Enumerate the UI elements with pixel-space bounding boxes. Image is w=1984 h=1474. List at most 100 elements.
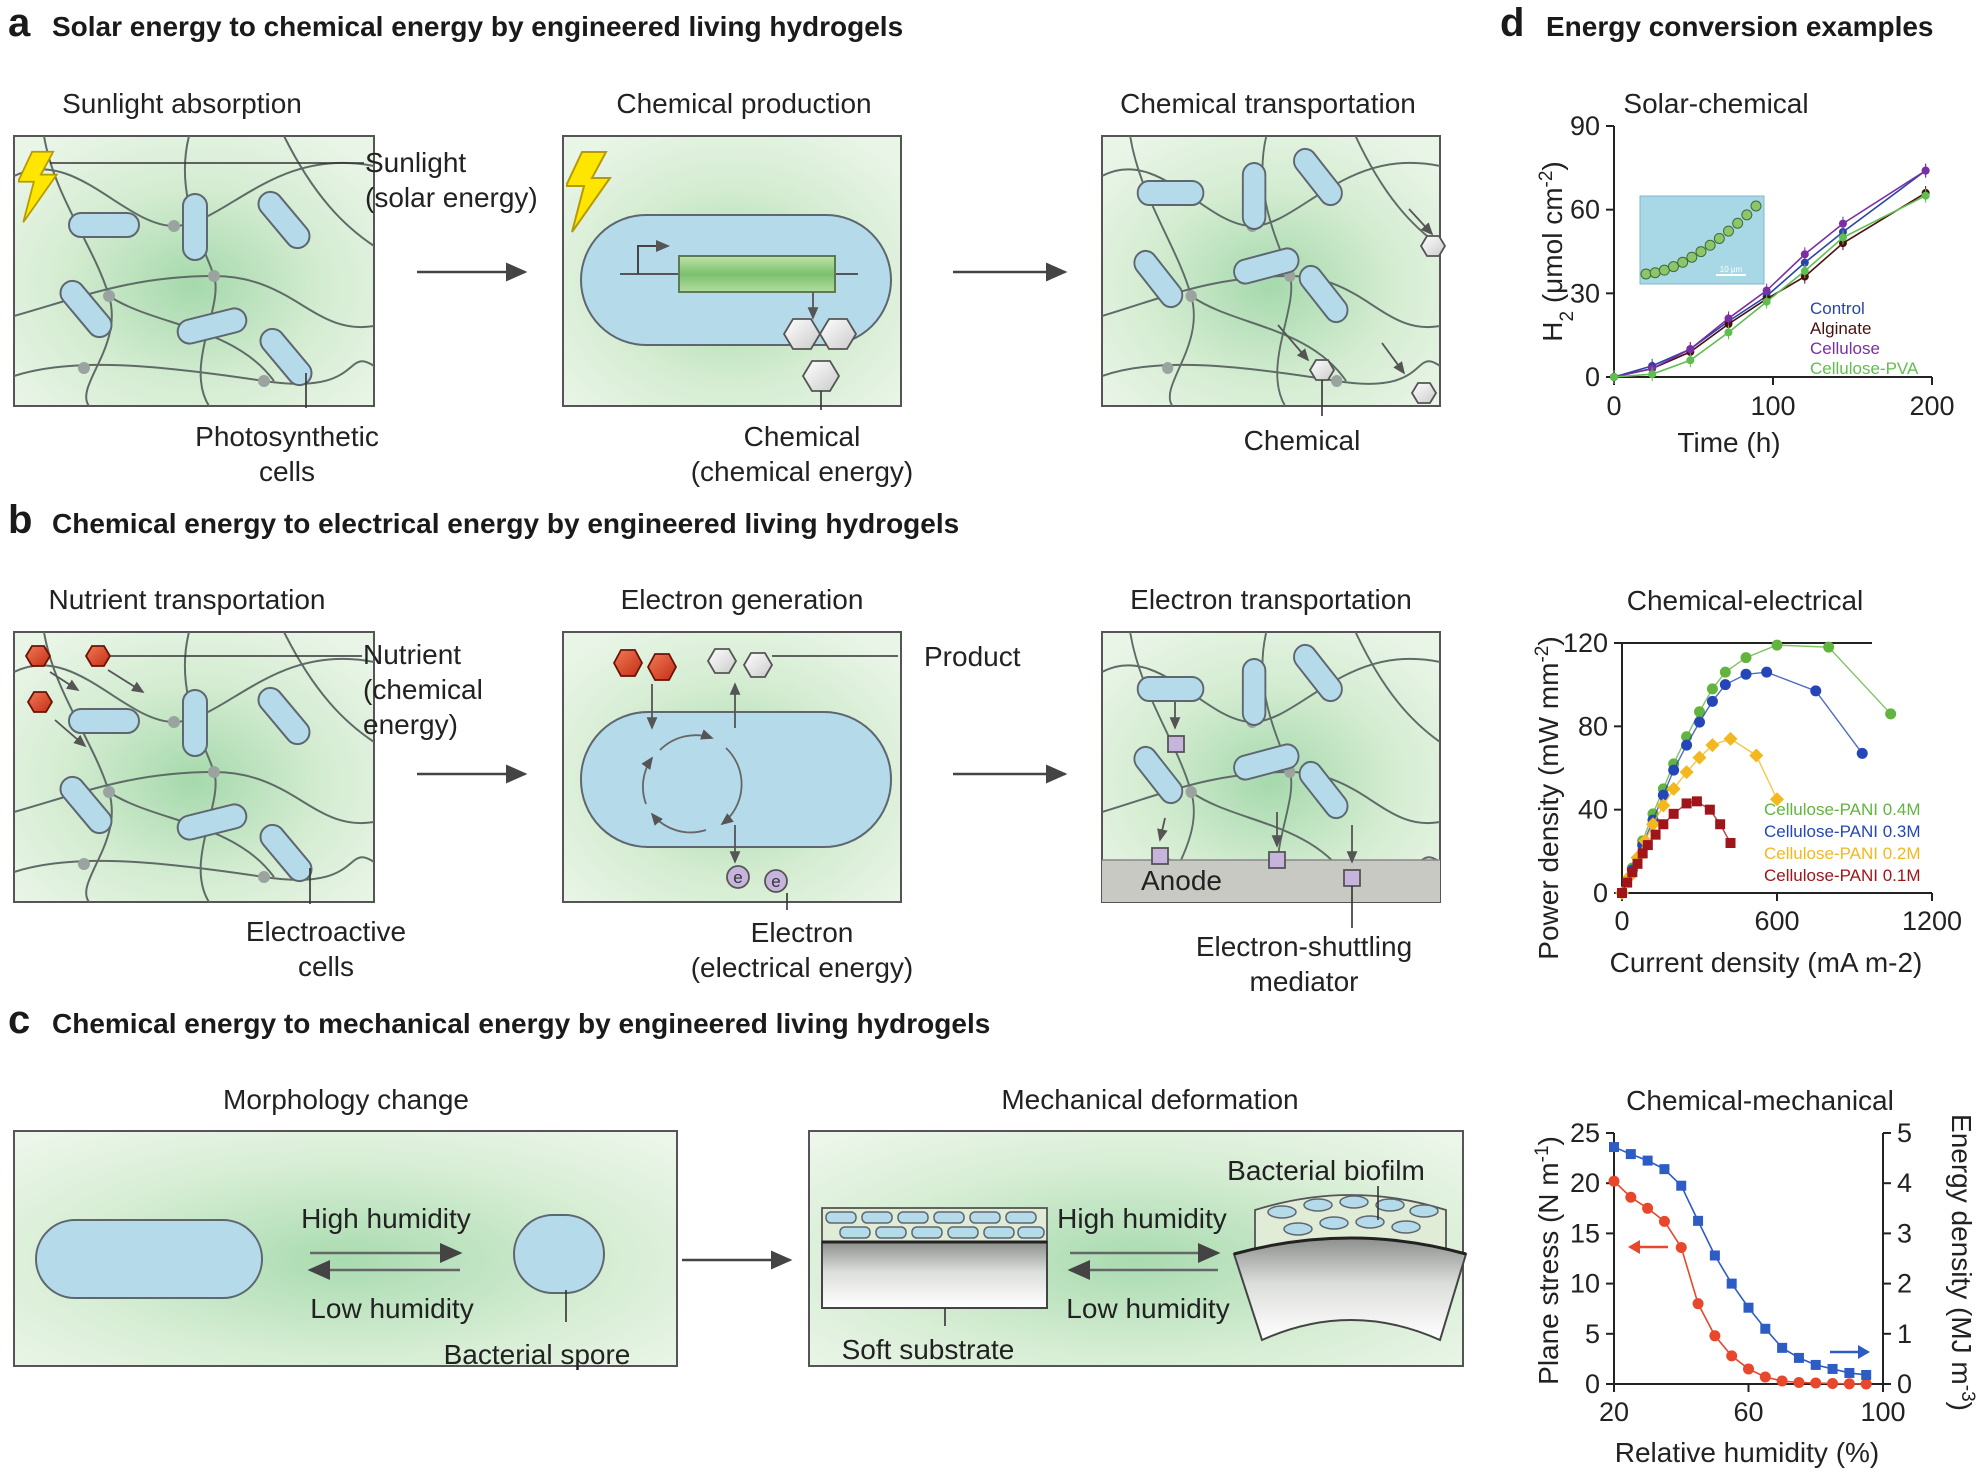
legend-entry: Cellulose [1810, 339, 1880, 358]
metabolic-cycle [659, 729, 714, 751]
series-line [1613, 169, 1927, 378]
x-axis-label: Time (h) [1677, 427, 1780, 458]
data-point [1838, 219, 1847, 228]
y-tick-label: 10 [1570, 1269, 1600, 1299]
left-axis-indicator-head [1628, 1240, 1640, 1254]
data-point [1642, 840, 1653, 851]
data-point [1843, 1378, 1855, 1390]
y2-tick-label: 4 [1897, 1168, 1912, 1198]
filament-cell [1713, 232, 1725, 244]
label-bacterial-biofilm: Bacterial biofilm [1227, 1155, 1425, 1186]
label-high-humidity-2: High humidity [1057, 1203, 1227, 1234]
x-tick-label: 60 [1733, 1397, 1763, 1427]
y-tick-label: 80 [1578, 711, 1608, 741]
data-point [1637, 848, 1648, 859]
cyanobacteria-filament [1640, 200, 1762, 280]
panel-c: c Chemical energy to mechanical energy b… [8, 998, 1468, 1370]
label-product: Product [924, 641, 1021, 672]
series-right-axis [1609, 1142, 1872, 1380]
y-tick-label: 5 [1585, 1319, 1600, 1349]
panel-a-letter: a [8, 1, 31, 45]
panel-d: d Energy conversion examples Solar-chemi… [1500, 1, 1979, 1468]
filament-cell [1668, 261, 1679, 273]
data-point [1762, 297, 1771, 306]
data-point [1800, 267, 1809, 276]
label-bacterial-spore: Bacterial spore [444, 1339, 631, 1370]
panel-c-title: Chemical energy to mechanical energy by … [52, 1008, 990, 1039]
data-point [1770, 792, 1784, 807]
data-point [1726, 1278, 1737, 1289]
data-point [1668, 808, 1679, 819]
filament-cell [1741, 209, 1753, 221]
filament-cell [1704, 239, 1716, 251]
data-point [1658, 1215, 1670, 1227]
hydrogel-box-electron-transport [1101, 631, 1441, 928]
data-point [1921, 166, 1930, 175]
data-point [1827, 1363, 1838, 1374]
data-point [1740, 668, 1752, 680]
product-hex-icon [706, 648, 738, 674]
data-point [1715, 819, 1726, 830]
label-mediator: mediator [1250, 966, 1359, 997]
panel-b-letter: b [8, 498, 32, 542]
label-photosynthetic-cells: cells [259, 456, 315, 487]
label-low-humidity: Low humidity [310, 1293, 473, 1324]
stage-sunlight-absorption-title: Sunlight absorption [62, 88, 302, 119]
data-point [1844, 1367, 1855, 1378]
stage-mechanical-deformation-title: Mechanical deformation [1001, 1084, 1298, 1115]
legend-entry: Alginate [1810, 319, 1871, 338]
y-axis-label: H2 (μmol cm-2) [1536, 161, 1578, 342]
data-point [1659, 1164, 1670, 1175]
soft-substrate [821, 1241, 1048, 1309]
nutrient-hex-icon [26, 691, 54, 713]
nutrient-hex-icon [612, 649, 644, 677]
label-nutrient-chemical: (chemical [363, 674, 483, 705]
right-axis-indicator-head [1858, 1345, 1870, 1359]
chemical-hex-icon [818, 318, 858, 350]
data-point [1679, 765, 1694, 780]
label-electroactive: Electroactive [246, 916, 406, 947]
data-point [1656, 798, 1671, 813]
data-point [1760, 1323, 1771, 1334]
chemical-hex-icon [782, 318, 822, 350]
y-tick-label: 0 [1593, 878, 1608, 908]
data-point [1861, 1369, 1872, 1380]
label-sunlight: Sunlight [365, 147, 466, 178]
chemical-hex-icon [1308, 359, 1336, 381]
data-point [1723, 731, 1738, 746]
legend-entry: Cellulose-PANI 0.1M [1764, 866, 1921, 885]
y2-tick-label: 1 [1897, 1319, 1912, 1349]
data-point [1694, 706, 1705, 718]
data-point [1609, 1142, 1619, 1153]
series-3 [1615, 731, 1784, 900]
x-tick-label: 600 [1754, 906, 1799, 936]
stage-electron-generation-title: Electron generation [621, 584, 864, 615]
bacterial-spore-icon [513, 1214, 605, 1294]
stage-chemical-production-title: Chemical production [616, 88, 871, 119]
x-tick-label: 200 [1909, 391, 1954, 421]
x-tick-label: 100 [1860, 1397, 1905, 1427]
x-tick-label: 0 [1606, 391, 1621, 421]
series-cellulose-pva [1610, 188, 1930, 384]
data-point [1676, 1180, 1687, 1191]
series-line [1613, 1146, 1867, 1376]
y2-tick-label: 2 [1897, 1269, 1912, 1299]
data-point [1726, 1350, 1738, 1362]
stage-electron-transportation-title: Electron transportation [1130, 584, 1412, 615]
chart-title: Solar-chemical [1623, 88, 1808, 119]
filament-cell [1695, 246, 1707, 258]
panel-b-title: Chemical energy to electrical energy by … [52, 508, 959, 539]
data-point [1743, 1363, 1754, 1375]
data-point [1749, 748, 1764, 763]
mediator-icon [1167, 735, 1185, 753]
data-point [1810, 1377, 1822, 1389]
data-point [1761, 666, 1773, 678]
filament-cell [1732, 217, 1744, 229]
series-left-axis [1608, 1175, 1872, 1390]
data-point [1827, 1377, 1839, 1389]
nutrient-hex-icon [84, 645, 112, 667]
y-tick-label: 0 [1585, 362, 1600, 392]
chart-solar-chemical: Solar-chemical 0 30 60 90 0 100 200 Time (h) H2 (… [1536, 88, 1955, 458]
hydrogel-box-generation: e e [562, 631, 902, 910]
